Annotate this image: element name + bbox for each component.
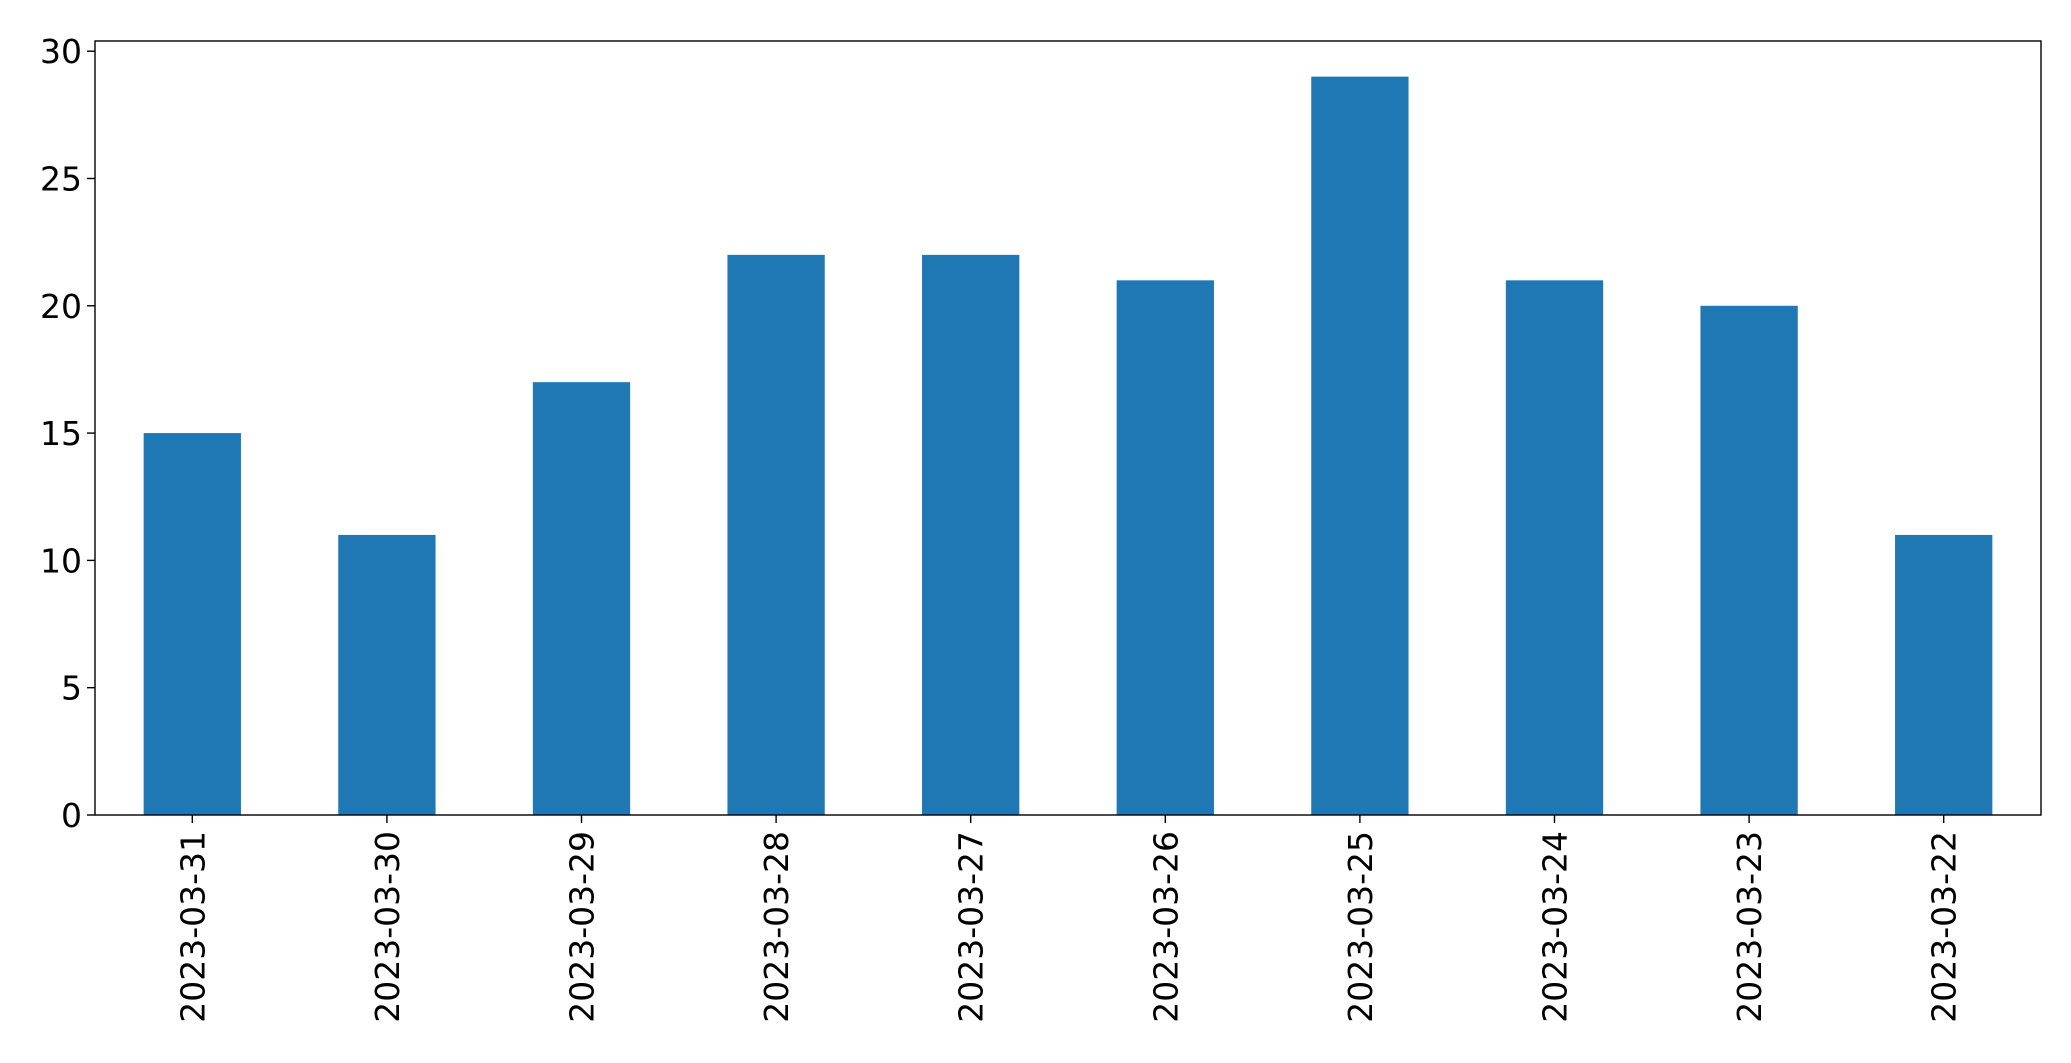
x-axis: 2023-03-31 2023-03-30 2023-03-29 2023-03-28…: [173, 815, 1964, 1023]
x-tick-label: 2023-03-30: [368, 831, 407, 1023]
y-tick-label: 30: [40, 32, 82, 71]
y-tick-label: 25: [40, 159, 82, 198]
x-tick-label: 2023-03-22: [1925, 831, 1964, 1023]
y-tick-label: 20: [40, 287, 82, 326]
y-tick-label: 5: [61, 669, 82, 708]
bar-2023-03-28: [727, 254, 825, 816]
x-tick-label: 2023-03-25: [1341, 831, 1380, 1023]
y-axis: 0 5 10 15 20 25 30: [40, 32, 95, 835]
bar-2023-03-22: [1895, 534, 1993, 815]
y-tick-label: 15: [40, 414, 82, 453]
bar-2023-03-25: [1311, 76, 1409, 816]
x-tick-label: 2023-03-29: [563, 831, 602, 1023]
x-tick-label: 2023-03-26: [1146, 831, 1185, 1023]
bar-2023-03-29: [532, 382, 631, 815]
bar-2023-03-24: [1505, 280, 1604, 815]
bar-2023-03-23: [1700, 305, 1798, 815]
bar-2023-03-26: [1116, 280, 1214, 815]
x-tick-label: 2023-03-27: [952, 831, 991, 1023]
x-tick-label: 2023-03-23: [1730, 831, 1769, 1023]
x-tick-label: 2023-03-31: [173, 831, 212, 1023]
y-tick-label: 0: [61, 796, 82, 835]
bar-2023-03-27: [922, 254, 1020, 816]
x-tick-label: 2023-03-28: [757, 831, 796, 1023]
bar-2023-03-31: [143, 433, 241, 815]
plot-frame: [94, 40, 2042, 816]
y-tick-label: 10: [40, 541, 82, 580]
x-tick-label: 2023-03-24: [1536, 831, 1575, 1023]
bar-2023-03-30: [338, 534, 436, 815]
bars-layer: [143, 76, 1993, 816]
